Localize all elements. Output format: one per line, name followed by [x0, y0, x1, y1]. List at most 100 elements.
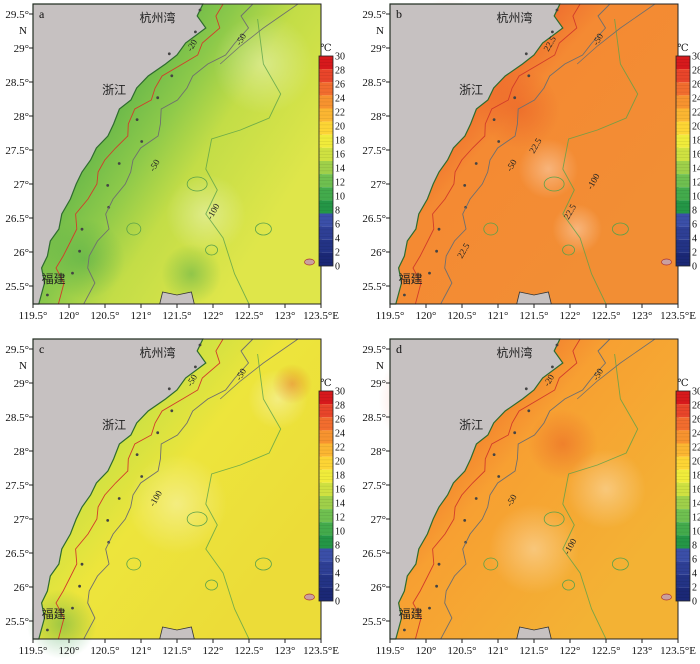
contour-20m	[412, 3, 581, 305]
colorbar-unit: ℃	[677, 378, 688, 389]
island-east	[661, 593, 672, 601]
x-tick-label: 123.5°E	[660, 645, 696, 657]
island-dot	[106, 184, 110, 187]
colorbar-segment	[676, 548, 690, 562]
field-anomaly	[518, 139, 579, 199]
colorbar-tick-label: 8	[335, 541, 340, 552]
island-dot	[117, 497, 121, 500]
colorbar-segment	[319, 95, 333, 109]
colorbar-tick-label: 14	[692, 164, 700, 175]
island-taiwan	[159, 626, 195, 640]
land-mass	[389, 3, 564, 305]
x-tick-label: 122.5°	[234, 645, 263, 657]
colorbar-segment	[319, 161, 333, 175]
y-tick-label: 25.5°	[5, 281, 29, 293]
island-dot	[46, 628, 49, 632]
colorbar-segment	[676, 561, 690, 575]
colorbar-segment	[676, 574, 690, 588]
colorbar-segment	[676, 469, 690, 483]
field-anomaly	[127, 454, 227, 554]
colorbar-tick-label: 2	[692, 248, 697, 259]
label-hangzhou-bay: 杭州湾	[140, 10, 176, 25]
x-tick-label: 119.5°	[19, 645, 48, 657]
colorbar-segment	[319, 239, 333, 253]
colorbar-tick-label: 6	[335, 220, 340, 231]
x-tick-label: 122.5°	[591, 310, 620, 322]
colorbar-segment	[319, 430, 333, 444]
colorbar-tick-label: 16	[692, 485, 700, 496]
contour-100m	[562, 18, 639, 305]
island-east	[304, 593, 315, 601]
x-tick-label: 119.5°	[376, 645, 405, 657]
colorbar-segment	[319, 404, 333, 418]
x-tick-label: 120.5°	[447, 645, 476, 657]
colorbar-tick-label: 12	[692, 513, 700, 524]
island-dot	[492, 453, 496, 456]
colorbar-segment	[676, 121, 690, 135]
y-tick-label: 28°	[371, 446, 386, 458]
y-tick-label: 26°	[14, 247, 29, 259]
panel-label: d	[396, 342, 402, 356]
colorbar-tick-label: 14	[692, 499, 700, 510]
y-tick-label: 26°	[14, 582, 29, 594]
island-dot	[474, 162, 478, 165]
contour-50m	[440, 3, 611, 305]
colorbar-tick-label: 28	[692, 401, 700, 412]
label-fujian: 福建	[42, 606, 66, 621]
island-dot	[524, 52, 528, 56]
colorbar-tick-label: 12	[335, 513, 345, 524]
x-tick-label: 123°	[275, 310, 296, 322]
colorbar-tick-label: 6	[692, 555, 697, 566]
colorbar-segment	[676, 174, 690, 188]
colorbar-segment	[319, 252, 333, 266]
contour-offshore	[219, 338, 299, 400]
colorbar-tick-label: 8	[335, 206, 340, 217]
island-dot	[524, 387, 528, 391]
x-tick-label: 123.5°E	[660, 310, 696, 322]
colorbar-tick-label: 10	[335, 527, 345, 538]
x-tick-label: 121°	[488, 310, 509, 322]
panel-label: b	[396, 7, 402, 21]
x-tick-label: 121°	[131, 310, 152, 322]
contour-offshore	[576, 338, 656, 400]
colorbar-tick-label: 20	[692, 122, 700, 133]
colorbar-frame	[675, 55, 691, 267]
colorbar-segment	[676, 161, 690, 175]
field-anomaly	[479, 69, 560, 149]
island-dot	[428, 271, 431, 275]
island-dot	[428, 606, 431, 610]
colorbar-segment	[319, 587, 333, 601]
field-anomaly	[489, 504, 579, 594]
colorbar-segment	[319, 535, 333, 549]
north-label: N	[376, 360, 384, 372]
island-east	[304, 258, 315, 266]
north-label: N	[19, 25, 27, 37]
colorbar-segment	[676, 239, 690, 253]
label-zhejiang: 浙江	[102, 418, 126, 432]
colorbar-tick-label: 22	[692, 108, 700, 119]
y-tick-label: 27°	[371, 514, 386, 526]
y-tick-label: 29°	[14, 378, 29, 390]
colorbar-segment	[676, 482, 690, 496]
y-tick-label: 27.5°	[5, 145, 29, 157]
contour-20m	[55, 338, 224, 640]
colorbar-tick-label: 12	[692, 178, 700, 189]
island-dot	[492, 118, 496, 121]
island-dot	[198, 343, 202, 347]
colorbar-segment	[676, 56, 690, 70]
colorbar-tick-label: 12	[335, 178, 345, 189]
contour-100m	[562, 353, 639, 640]
x-tick-label: 120.5°	[90, 310, 119, 322]
colorbar-segment	[676, 108, 690, 122]
colorbar-frame	[318, 390, 334, 602]
colorbar-segment	[676, 587, 690, 601]
island-dot	[135, 118, 139, 121]
island-taiwan	[159, 291, 195, 305]
x-tick-label: 122°	[560, 645, 581, 657]
y-tick-label: 27°	[371, 179, 386, 191]
colorbar-segment	[319, 443, 333, 457]
x-tick-label: 122.5°	[234, 310, 263, 322]
contour-100m	[205, 353, 282, 640]
contour-loop	[612, 557, 629, 571]
